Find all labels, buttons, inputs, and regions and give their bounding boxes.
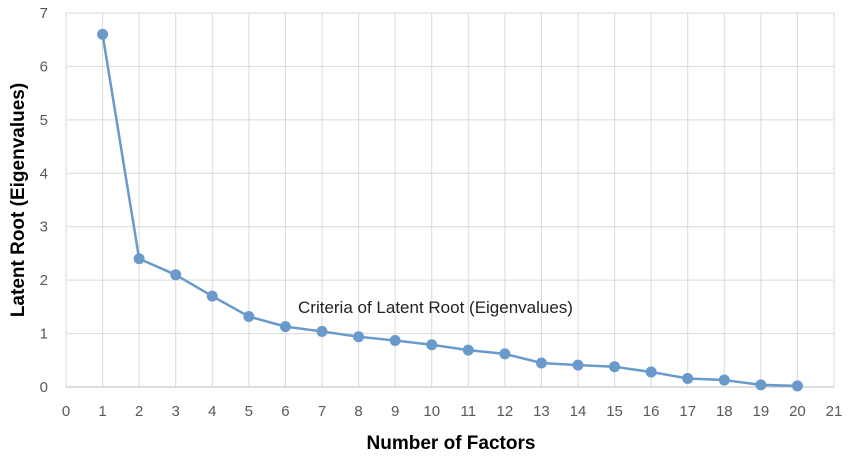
- data-point: [97, 28, 109, 40]
- x-tick-label: 5: [245, 403, 253, 420]
- x-tick-label: 8: [354, 403, 362, 420]
- x-tick-label: 3: [172, 403, 180, 420]
- data-point: [462, 344, 474, 356]
- y-tick-label: 5: [40, 112, 48, 129]
- data-point: [535, 357, 547, 369]
- x-tick-label: 18: [716, 403, 733, 420]
- chart-annotation: Criteria of Latent Root (Eigenvalues): [298, 298, 573, 317]
- x-tick-label: 6: [281, 403, 289, 420]
- y-axis-title: Latent Root (Eigenvalues): [8, 83, 29, 317]
- x-tick-label: 7: [318, 403, 326, 420]
- x-tick-label: 9: [391, 403, 399, 420]
- data-point: [389, 335, 401, 347]
- y-tick-label: 1: [40, 326, 48, 343]
- x-tick-label: 10: [423, 403, 440, 420]
- x-tick-label: 14: [570, 403, 587, 420]
- y-tick-label: 2: [40, 272, 48, 289]
- x-tick-label: 12: [497, 403, 514, 420]
- x-tick-label: 21: [826, 403, 843, 420]
- data-point: [206, 290, 218, 302]
- data-point: [609, 361, 621, 373]
- data-point: [499, 348, 511, 360]
- data-point: [755, 379, 767, 391]
- data-point: [572, 359, 584, 371]
- data-point: [353, 331, 365, 343]
- y-tick-label: 4: [40, 165, 48, 182]
- data-point: [718, 374, 730, 386]
- data-point: [243, 310, 255, 322]
- data-series: [97, 28, 803, 392]
- data-point: [133, 253, 145, 265]
- y-tick-label: 7: [40, 5, 48, 22]
- y-tick-label: 6: [40, 58, 48, 75]
- x-tick-label: 15: [606, 403, 623, 420]
- data-point: [682, 372, 694, 384]
- series-line: [101, 34, 798, 388]
- data-point: [316, 325, 328, 337]
- x-tick-label: 20: [789, 403, 806, 420]
- x-tick-label: 19: [753, 403, 770, 420]
- x-tick-label: 1: [98, 403, 106, 420]
- x-tick-label: 13: [533, 403, 550, 420]
- x-tick-label: 4: [208, 403, 216, 420]
- x-tick-label: 0: [62, 403, 70, 420]
- data-point: [645, 366, 657, 378]
- data-point: [279, 321, 291, 333]
- data-point: [170, 269, 182, 281]
- y-tick-label: 3: [40, 219, 48, 236]
- y-tick-label: 0: [40, 379, 48, 396]
- data-point: [426, 339, 438, 351]
- gridlines: [65, 12, 835, 387]
- data-point: [791, 380, 803, 392]
- x-axis-title: Number of Factors: [367, 433, 536, 454]
- x-tick-label: 17: [679, 403, 696, 420]
- x-tick-label: 11: [460, 403, 476, 420]
- x-tick-label: 2: [135, 403, 143, 420]
- x-tick-label: 16: [643, 403, 660, 420]
